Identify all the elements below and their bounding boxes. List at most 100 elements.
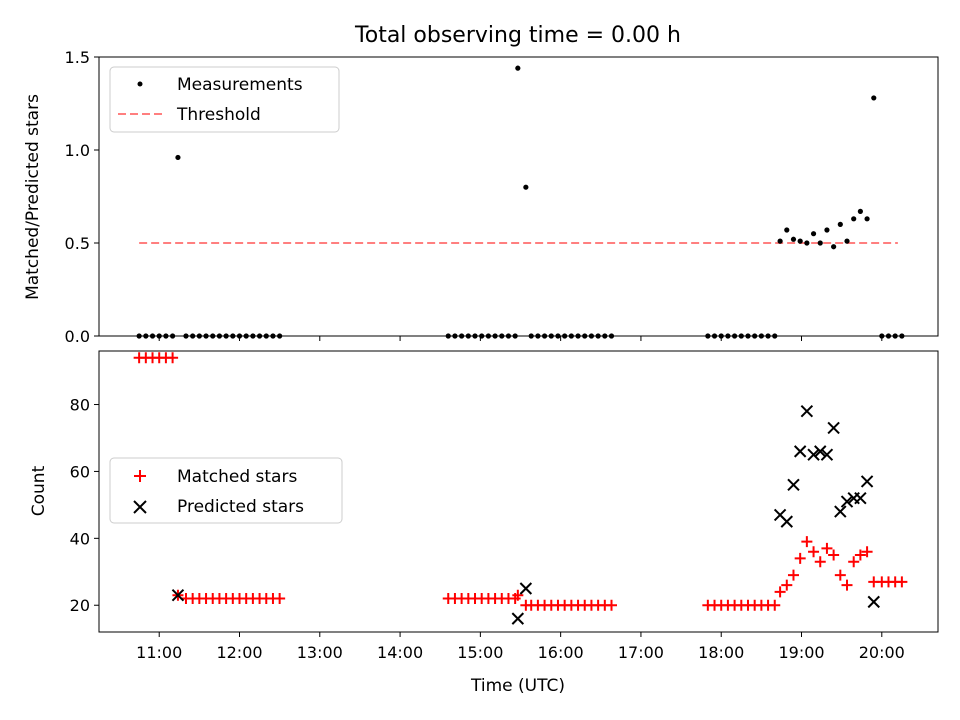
measurement-point: [831, 244, 837, 250]
measurement-point: [588, 333, 595, 339]
matched-point: [821, 542, 833, 554]
matched-point: [769, 599, 781, 611]
top-y-tick-label: 1.0: [65, 141, 90, 160]
measurement-point: [515, 65, 521, 71]
bottom-x-tick-label: 15:00: [457, 643, 503, 662]
predicted-point: [171, 588, 185, 602]
measurement-point: [810, 231, 817, 237]
bottom-x-tick-label: 18:00: [698, 643, 744, 662]
predicted-point: [820, 448, 834, 461]
measurement-point: [758, 333, 764, 339]
measurement-point: [523, 184, 529, 190]
measurement-point: [725, 333, 731, 339]
bottom-x-tick-label: 19:00: [778, 643, 824, 662]
measurement-point: [512, 333, 518, 339]
measurement-point: [223, 333, 229, 339]
predicted-point: [814, 445, 827, 458]
measurement-point: [535, 333, 541, 339]
measurement-point: [183, 333, 189, 339]
bottom-x-tick-label: 16:00: [538, 643, 584, 662]
bottom-x-tick-label: 13:00: [297, 643, 343, 662]
bottom-y-axis-label: Count: [29, 465, 49, 516]
bottom-x-tick-label: 12:00: [216, 643, 262, 662]
matched-point: [512, 589, 524, 601]
matched-point: [787, 569, 799, 581]
top-legend: Measurements Threshold: [109, 66, 340, 133]
measurement-point: [190, 333, 196, 339]
legend-threshold-label: Threshold: [176, 105, 261, 125]
measurement-point: [879, 333, 885, 339]
matched-point: [781, 579, 793, 591]
measurement-point: [465, 333, 471, 339]
top-y-tick-label: 0.0: [65, 327, 90, 346]
matched-point: [834, 569, 846, 581]
measurement-point: [156, 333, 162, 339]
measurement-point: [871, 95, 877, 101]
predicted-point: [854, 491, 867, 505]
predicted-point: [793, 445, 807, 458]
matched-point: [801, 536, 813, 548]
matched-point: [774, 586, 786, 598]
measurement-point: [163, 333, 169, 339]
top-legend-box: [109, 66, 340, 133]
predicted-point: [511, 612, 525, 625]
top-y-axis-label: Matched/Predicted stars: [23, 94, 43, 300]
x-axis-label: Time (UTC): [470, 676, 565, 696]
matched-point: [841, 579, 853, 591]
measurement-point: [582, 333, 588, 339]
bottom-y-tick-label: 60: [70, 462, 90, 481]
bottom-x-tick-label: 17:00: [618, 643, 664, 662]
measurement-point: [777, 238, 783, 244]
measurement-point: [256, 333, 263, 339]
measurement-point: [216, 333, 223, 339]
measurement-point: [277, 333, 283, 339]
measurement-point: [492, 333, 498, 339]
top-series: [136, 65, 905, 339]
bottom-x-tick-label: 14:00: [377, 643, 423, 662]
measurement-point: [143, 333, 149, 339]
measurement-point: [765, 333, 771, 339]
matched-point: [861, 546, 873, 558]
legend-predicted-label: Predicted stars: [177, 497, 304, 517]
measurement-point: [804, 240, 810, 246]
measurement-point: [149, 333, 156, 339]
measurement-point: [602, 333, 608, 339]
measurement-point: [732, 333, 738, 339]
bottom-plot-frame: [98, 350, 939, 633]
measurement-point: [705, 333, 711, 339]
bottom-series: [133, 352, 908, 625]
measurement-point: [505, 333, 512, 339]
measurement-point: [472, 333, 478, 339]
measurement-point: [250, 333, 256, 339]
measurement-point: [837, 221, 843, 227]
matched-point: [828, 549, 840, 561]
matched-point: [848, 556, 860, 568]
predicted-point: [867, 595, 880, 609]
measurement-point: [445, 333, 451, 339]
measurement-point: [817, 240, 823, 246]
bottom-x-ticks: 11:00 12:00 13:00 14:00 15:00 16:00 17:00 18:00…: [136, 632, 905, 662]
measurement-point: [797, 238, 803, 244]
measurement-point: [243, 333, 249, 339]
measurement-point: [711, 333, 718, 339]
legend-matched-marker: [134, 470, 146, 482]
measurement-point: [568, 333, 574, 339]
matched-point: [808, 546, 820, 558]
measurement-point: [892, 333, 898, 339]
legend-measurements-marker: [137, 81, 143, 87]
measurement-point: [790, 236, 797, 242]
measurement-point: [575, 333, 581, 339]
measurement-point: [236, 333, 243, 339]
measurement-point: [203, 333, 209, 339]
measurement-point: [824, 227, 830, 233]
measurement-point: [270, 333, 276, 339]
predicted-point: [807, 448, 820, 461]
measurement-point: [752, 333, 758, 339]
predicted-point: [834, 505, 847, 518]
bottom-x-tick-label: 11:00: [136, 643, 182, 662]
measurement-point: [210, 333, 216, 339]
predicted-point: [827, 421, 840, 435]
measurement-point: [169, 333, 176, 339]
legend-measurements-label: Measurements: [177, 75, 303, 95]
bottom-legend-box: [109, 457, 343, 524]
